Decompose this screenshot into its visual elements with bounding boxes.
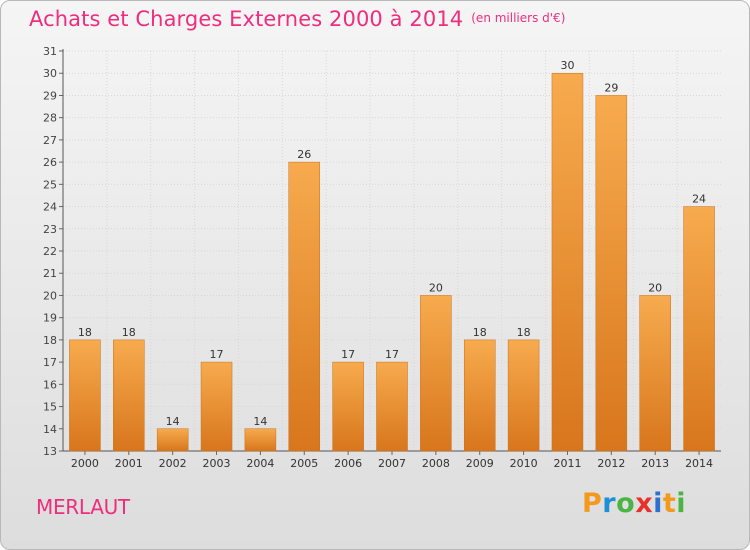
data-label: 17 [210,348,224,361]
commune-name: MERLAUT [36,495,130,519]
data-label: 17 [385,348,399,361]
x-tick-label: 2009 [466,457,494,470]
title-text: Achats et Charges Externes 2000 à 2014 [29,7,464,31]
grid-lines [63,50,721,451]
y-tick-label: 21 [43,267,57,280]
logo-letter: i [676,488,687,519]
data-label: 18 [122,326,136,339]
bar-outline [200,361,233,452]
data-label: 20 [429,281,443,294]
y-tick-label: 26 [43,156,57,169]
x-tick-label: 2011 [553,457,581,470]
x-tick-label: 2001 [115,457,143,470]
data-label: 20 [648,281,662,294]
logo-letter: t [662,488,677,519]
y-tick-label: 25 [43,178,57,191]
bar-outline [507,339,540,452]
bar [508,339,540,451]
bar-outline [595,95,628,452]
data-label: 24 [692,193,706,206]
y-tick-label: 15 [43,401,57,414]
logo-letter: P [582,488,603,519]
bar [464,339,496,451]
y-tick-label: 27 [43,134,57,147]
bar [69,339,101,451]
bar [288,162,320,451]
bar-outline [551,72,584,452]
bar [683,206,715,451]
bars [69,72,715,452]
data-labels: 18 18 14 17 14 26 17 17 20 18 18 30 29 20 24 [78,59,706,428]
y-tick-label: 31 [43,45,57,58]
x-tick-label: 2004 [246,457,274,470]
chart-title: Achats et Charges Externes 2000 à 2014 (e… [29,7,565,31]
bar [113,339,145,451]
y-tick-label: 17 [43,356,57,369]
logo-letter: r [602,488,617,519]
y-tick-label: 23 [43,223,57,236]
unit-label: (en milliers d'€) [471,11,566,25]
bar [420,295,452,451]
bar-outline [639,295,671,452]
bar-outline [463,339,496,452]
bar-outline [332,361,364,452]
bar-outline [420,295,452,452]
bar-outline [683,206,715,452]
x-tick-label: 2008 [422,457,450,470]
x-tick-label: 2012 [597,457,625,470]
x-tick-label: 2014 [685,457,713,470]
x-tick-label: 2013 [641,457,669,470]
data-label: 18 [517,326,531,339]
bar [332,362,364,451]
logo-letter: o [616,488,636,519]
y-tick-label: 24 [43,201,57,214]
y-tick-label: 29 [43,89,57,102]
bar-outline [113,339,145,452]
bar-outline [156,428,189,452]
x-tick-label: 2005 [290,457,318,470]
bar [595,95,627,451]
bar [551,73,583,451]
x-tick-label: 2003 [203,457,231,470]
data-label: 30 [560,59,574,72]
bar [201,362,233,451]
bar [376,362,408,451]
x-tick-label: 2002 [159,457,187,470]
x-tick-label: 2006 [334,457,362,470]
bar [639,295,671,451]
proxiti-logo: Proxiti [582,488,686,519]
bar-outline [288,161,321,452]
y-tick-label: 19 [43,312,57,325]
bar-outline [69,339,101,452]
data-label: 29 [604,81,618,94]
y-tick-label: 18 [43,334,57,347]
y-tick-label: 14 [43,423,57,436]
y-tick-label: 22 [43,245,57,258]
logo-letter: x [635,488,654,519]
data-label: 18 [78,326,92,339]
y-tick-label: 30 [43,67,57,80]
data-label: 17 [341,348,355,361]
data-label: 14 [253,415,267,428]
data-label: 18 [473,326,487,339]
bar [244,428,276,451]
tick-labels: 13 14 15 16 17 18 19 20 21 22 23 24 25 26 27 28 29 30 31 20… [43,45,713,470]
logo-letter: i [653,488,663,519]
data-label: 14 [166,415,180,428]
x-tick-label: 2000 [71,457,99,470]
bar-outline [244,428,277,452]
y-tick-label: 20 [43,289,57,302]
bar-outline [376,361,408,452]
x-tick-label: 2007 [378,457,406,470]
y-tick-label: 28 [43,112,57,125]
x-tick-label: 2010 [510,457,538,470]
bar [157,428,189,451]
y-tick-label: 16 [43,378,57,391]
data-label: 26 [297,148,311,161]
y-tick-label: 13 [43,445,57,458]
